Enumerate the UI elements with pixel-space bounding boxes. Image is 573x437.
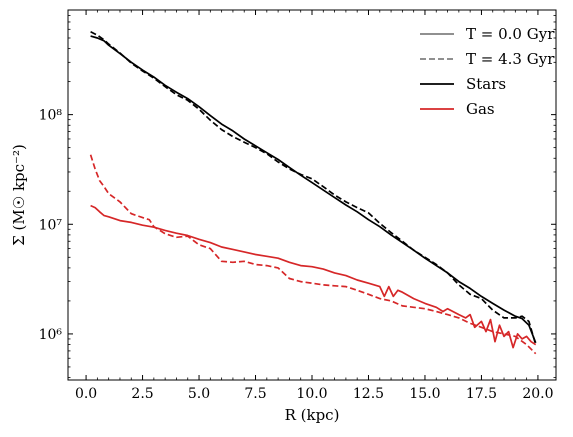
legend: T = 0.0 Gyr T = 4.3 Gyr Stars Gas [420, 25, 555, 118]
ticks-layer [68, 9, 556, 380]
series-line-3 [90, 204, 537, 349]
x-tick-label: 2.5 [131, 386, 153, 402]
x-tick-label: 12.5 [353, 386, 384, 402]
y-tick-label: 10⁶ [39, 327, 63, 343]
y-tick-label: 10⁷ [39, 217, 63, 233]
tick-labels-layer: 0.0 2.5 5.0 7.5 10.0 12.5 15.0 17.5 20.0 10⁶ 10⁷ 10… [39, 108, 554, 402]
legend-label: T = 4.3 Gyr [466, 50, 555, 68]
legend-label: Gas [466, 100, 495, 118]
x-tick-label: 20.0 [522, 386, 553, 402]
x-axis-label: R (kpc) [285, 406, 340, 424]
series-line-1 [90, 35, 537, 344]
x-tick-label: 0.0 [75, 386, 97, 402]
x-tick-label: 7.5 [244, 386, 266, 402]
x-tick-label: 5.0 [188, 386, 210, 402]
legend-label: T = 0.0 Gyr [466, 25, 555, 43]
x-tick-label: 15.0 [409, 386, 440, 402]
series-layer [89, 31, 537, 355]
y-axis-label: Σ (M☉ kpc⁻²) [10, 144, 28, 246]
series-line-2 [90, 31, 537, 345]
x-tick-label: 10.0 [296, 386, 327, 402]
y-tick-label: 10⁸ [39, 108, 63, 124]
x-tick-label: 17.5 [466, 386, 497, 402]
series-line-4 [89, 154, 537, 355]
legend-label: Stars [466, 75, 506, 93]
